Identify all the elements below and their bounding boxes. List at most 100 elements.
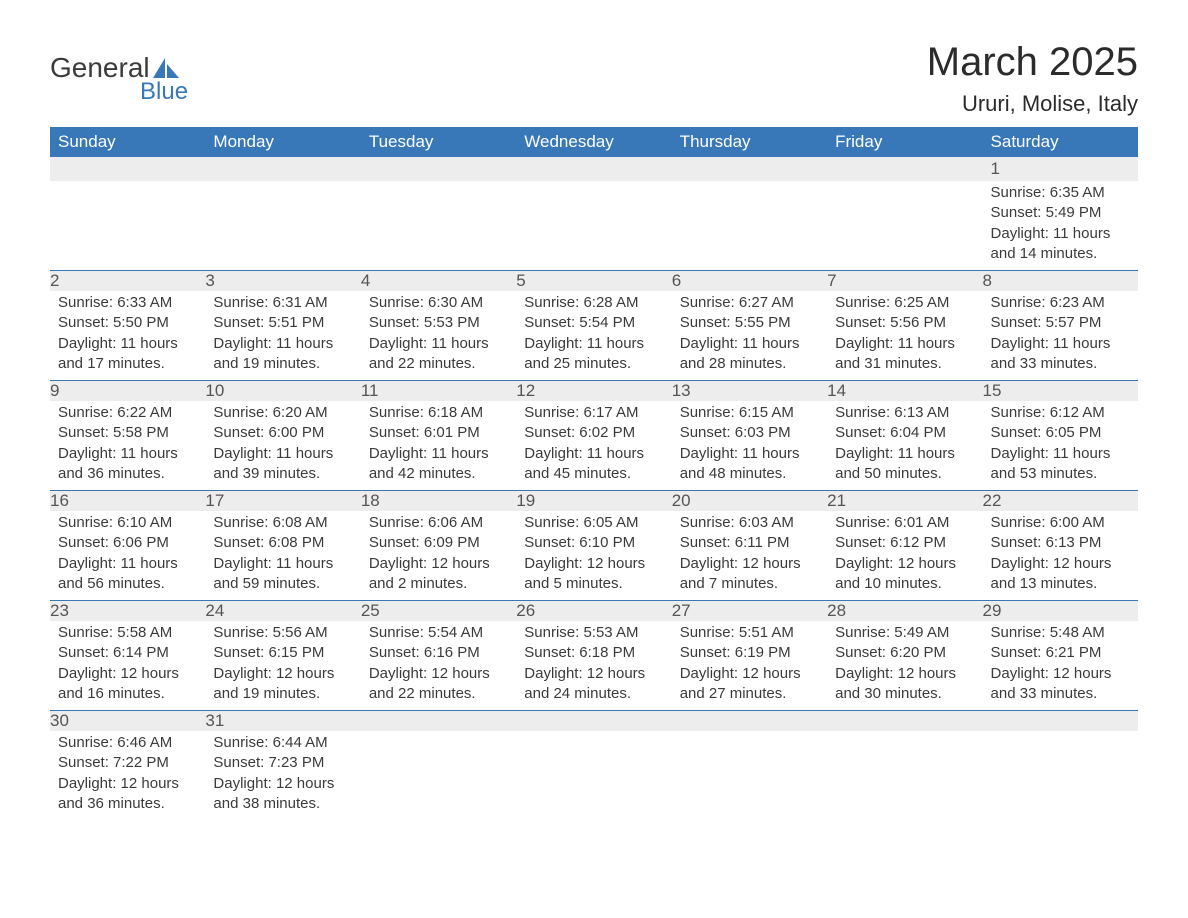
day-cell: Sunrise: 6:46 AMSunset: 7:22 PMDaylight:…	[50, 731, 205, 820]
day-number: 26	[516, 601, 671, 622]
daylight-line: Daylight: 12 hours and 33 minutes.	[991, 664, 1130, 705]
day-number: 15	[983, 381, 1138, 402]
calendar-week-daynum-row: 23242526272829	[50, 601, 1138, 622]
day-cell: Sunrise: 6:01 AMSunset: 6:12 PMDaylight:…	[827, 511, 982, 601]
sunrise-line: Sunrise: 6:13 AM	[835, 403, 974, 423]
day-cell: Sunrise: 6:30 AMSunset: 5:53 PMDaylight:…	[361, 291, 516, 381]
daylight-line: Daylight: 11 hours and 25 minutes.	[524, 334, 663, 375]
day-number: 10	[205, 381, 360, 402]
title-block: March 2025 Ururi, Molise, Italy	[927, 40, 1138, 117]
calendar-week-data-row: Sunrise: 5:58 AMSunset: 6:14 PMDaylight:…	[50, 621, 1138, 711]
day-number: 7	[827, 271, 982, 292]
day-cell	[361, 181, 516, 271]
daylight-line: Daylight: 12 hours and 16 minutes.	[58, 664, 197, 705]
sunrise-line: Sunrise: 6:27 AM	[680, 293, 819, 313]
day-cell: Sunrise: 6:27 AMSunset: 5:55 PMDaylight:…	[672, 291, 827, 381]
sunset-line: Sunset: 5:51 PM	[213, 313, 352, 333]
daylight-line: Daylight: 12 hours and 5 minutes.	[524, 554, 663, 595]
sunrise-line: Sunrise: 6:20 AM	[213, 403, 352, 423]
calendar-week-daynum-row: 9101112131415	[50, 381, 1138, 402]
day-number: 17	[205, 491, 360, 512]
calendar-table: Sunday Monday Tuesday Wednesday Thursday…	[50, 127, 1138, 820]
day-cell: Sunrise: 5:49 AMSunset: 6:20 PMDaylight:…	[827, 621, 982, 711]
day-cell: Sunrise: 6:31 AMSunset: 5:51 PMDaylight:…	[205, 291, 360, 381]
sunset-line: Sunset: 6:09 PM	[369, 533, 508, 553]
sunset-line: Sunset: 5:56 PM	[835, 313, 974, 333]
day-cell: Sunrise: 6:13 AMSunset: 6:04 PMDaylight:…	[827, 401, 982, 491]
day-number: 18	[361, 491, 516, 512]
daylight-line: Daylight: 12 hours and 2 minutes.	[369, 554, 508, 595]
daylight-line: Daylight: 11 hours and 28 minutes.	[680, 334, 819, 375]
calendar-week-daynum-row: 1	[50, 157, 1138, 181]
logo: General Blue	[50, 52, 188, 106]
day-cell	[205, 181, 360, 271]
sunrise-line: Sunrise: 6:17 AM	[524, 403, 663, 423]
sunrise-line: Sunrise: 6:00 AM	[991, 513, 1130, 533]
day-number: 8	[983, 271, 1138, 292]
day-number: 24	[205, 601, 360, 622]
logo-sail-icon	[153, 58, 179, 78]
day-number: 5	[516, 271, 671, 292]
day-cell: Sunrise: 5:56 AMSunset: 6:15 PMDaylight:…	[205, 621, 360, 711]
sunset-line: Sunset: 6:03 PM	[680, 423, 819, 443]
calendar-week-data-row: Sunrise: 6:33 AMSunset: 5:50 PMDaylight:…	[50, 291, 1138, 381]
sunset-line: Sunset: 5:54 PM	[524, 313, 663, 333]
day-cell: Sunrise: 6:08 AMSunset: 6:08 PMDaylight:…	[205, 511, 360, 601]
day-cell: Sunrise: 6:35 AMSunset: 5:49 PMDaylight:…	[983, 181, 1138, 271]
day-cell: Sunrise: 6:15 AMSunset: 6:03 PMDaylight:…	[672, 401, 827, 491]
sunrise-line: Sunrise: 6:10 AM	[58, 513, 197, 533]
sunrise-line: Sunrise: 5:56 AM	[213, 623, 352, 643]
sunrise-line: Sunrise: 6:12 AM	[991, 403, 1130, 423]
day-cell	[827, 731, 982, 820]
sunset-line: Sunset: 6:18 PM	[524, 643, 663, 663]
daylight-line: Daylight: 12 hours and 27 minutes.	[680, 664, 819, 705]
sunset-line: Sunset: 7:23 PM	[213, 753, 352, 773]
sunset-line: Sunset: 6:14 PM	[58, 643, 197, 663]
day-number: 31	[205, 711, 360, 732]
day-number: 25	[361, 601, 516, 622]
day-header: Tuesday	[361, 127, 516, 157]
day-cell: Sunrise: 5:51 AMSunset: 6:19 PMDaylight:…	[672, 621, 827, 711]
sunrise-line: Sunrise: 6:46 AM	[58, 733, 197, 753]
sunset-line: Sunset: 5:57 PM	[991, 313, 1130, 333]
daylight-line: Daylight: 11 hours and 31 minutes.	[835, 334, 974, 375]
day-cell: Sunrise: 6:18 AMSunset: 6:01 PMDaylight:…	[361, 401, 516, 491]
day-cell: Sunrise: 6:05 AMSunset: 6:10 PMDaylight:…	[516, 511, 671, 601]
daylight-line: Daylight: 11 hours and 42 minutes.	[369, 444, 508, 485]
daylight-line: Daylight: 11 hours and 56 minutes.	[58, 554, 197, 595]
day-number	[983, 711, 1138, 732]
daylight-line: Daylight: 12 hours and 38 minutes.	[213, 774, 352, 815]
daylight-line: Daylight: 12 hours and 7 minutes.	[680, 554, 819, 595]
sunset-line: Sunset: 6:13 PM	[991, 533, 1130, 553]
day-cell: Sunrise: 6:28 AMSunset: 5:54 PMDaylight:…	[516, 291, 671, 381]
day-number: 29	[983, 601, 1138, 622]
day-cell: Sunrise: 5:58 AMSunset: 6:14 PMDaylight:…	[50, 621, 205, 711]
day-cell	[516, 731, 671, 820]
day-number: 20	[672, 491, 827, 512]
daylight-line: Daylight: 11 hours and 59 minutes.	[213, 554, 352, 595]
daylight-line: Daylight: 11 hours and 19 minutes.	[213, 334, 352, 375]
day-cell: Sunrise: 5:53 AMSunset: 6:18 PMDaylight:…	[516, 621, 671, 711]
day-number: 9	[50, 381, 205, 402]
day-cell: Sunrise: 6:20 AMSunset: 6:00 PMDaylight:…	[205, 401, 360, 491]
sunset-line: Sunset: 5:53 PM	[369, 313, 508, 333]
daylight-line: Daylight: 12 hours and 13 minutes.	[991, 554, 1130, 595]
logo-blue-text: Blue	[140, 78, 188, 106]
sunset-line: Sunset: 6:08 PM	[213, 533, 352, 553]
logo-general-text: General	[50, 52, 150, 84]
day-cell	[672, 181, 827, 271]
sunrise-line: Sunrise: 5:58 AM	[58, 623, 197, 643]
day-number	[516, 157, 671, 181]
sunset-line: Sunset: 6:15 PM	[213, 643, 352, 663]
day-cell: Sunrise: 6:06 AMSunset: 6:09 PMDaylight:…	[361, 511, 516, 601]
sunrise-line: Sunrise: 6:15 AM	[680, 403, 819, 423]
day-header: Saturday	[983, 127, 1138, 157]
daylight-line: Daylight: 11 hours and 48 minutes.	[680, 444, 819, 485]
header: General Blue March 2025 Ururi, Molise, I…	[50, 40, 1138, 117]
calendar-week-daynum-row: 16171819202122	[50, 491, 1138, 512]
sunset-line: Sunset: 6:10 PM	[524, 533, 663, 553]
daylight-line: Daylight: 11 hours and 33 minutes.	[991, 334, 1130, 375]
daylight-line: Daylight: 11 hours and 22 minutes.	[369, 334, 508, 375]
daylight-line: Daylight: 11 hours and 14 minutes.	[991, 224, 1130, 265]
day-cell	[50, 181, 205, 271]
